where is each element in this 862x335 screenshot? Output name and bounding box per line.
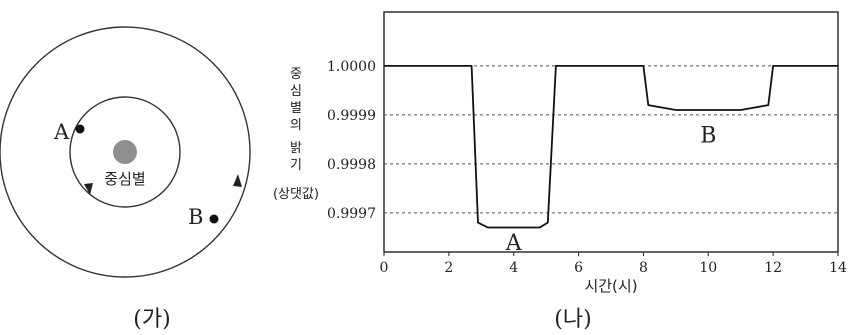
y-tick-label: 0.9999: [327, 108, 376, 124]
y-tick-label: 1.0000: [327, 59, 376, 75]
brightness-curve: [384, 65, 838, 229]
x-tick-label: 0: [380, 260, 389, 276]
outer-orbit-arrow-icon: [233, 174, 242, 187]
plot-frame: [383, 11, 839, 253]
y-axis-label-part: 기: [290, 158, 302, 173]
central-star: [113, 140, 137, 164]
y-axis-label-part: 중: [290, 67, 302, 82]
planet-b-label: B: [188, 205, 203, 229]
central-star-label: 중심별: [104, 170, 145, 188]
panel-label-ga: (가): [133, 307, 170, 332]
y-axis-label-part: (상댓값): [273, 187, 319, 202]
x-tick-label: 14: [829, 260, 847, 276]
inner-orbit-arrow-icon: [84, 183, 93, 195]
y-tick-labels: 1.0000 0.9999 0.9998 0.9997: [327, 59, 376, 222]
panel-label-na: (나): [554, 307, 591, 332]
dip-label-b: B: [700, 123, 716, 148]
y-axis-label-part: 의: [290, 118, 302, 133]
y-axis-label-part: 밝: [290, 141, 302, 156]
y-axis-label-part: 별: [290, 101, 302, 116]
planet-b: [209, 214, 219, 224]
x-tick-labels: 0 2 4 6 8 10 12 14: [380, 252, 847, 276]
annotations: AB: [505, 123, 717, 256]
series-group: [384, 65, 838, 229]
x-tick-label: 10: [699, 260, 717, 276]
x-tick-label: 6: [574, 260, 583, 276]
x-tick-label: 2: [444, 260, 453, 276]
inner-orbit: [69, 96, 181, 208]
x-axis-label: 시간(시): [584, 277, 637, 295]
dip-label-a: A: [505, 231, 523, 256]
planet-a: [75, 124, 85, 134]
outer-orbit: [0, 26, 251, 278]
grid-lines: [384, 65, 838, 214]
planet-a-label: A: [53, 120, 70, 144]
x-tick-label: 12: [764, 260, 782, 276]
orbit-diagram: 중심별 A B (가): [0, 26, 251, 332]
y-axis-label-part: 심: [290, 84, 302, 99]
x-tick-label: 4: [509, 260, 518, 276]
y-tick-label: 0.9998: [327, 157, 376, 173]
y-tick-label: 0.9997: [327, 206, 376, 222]
x-tick-label: 8: [639, 260, 648, 276]
